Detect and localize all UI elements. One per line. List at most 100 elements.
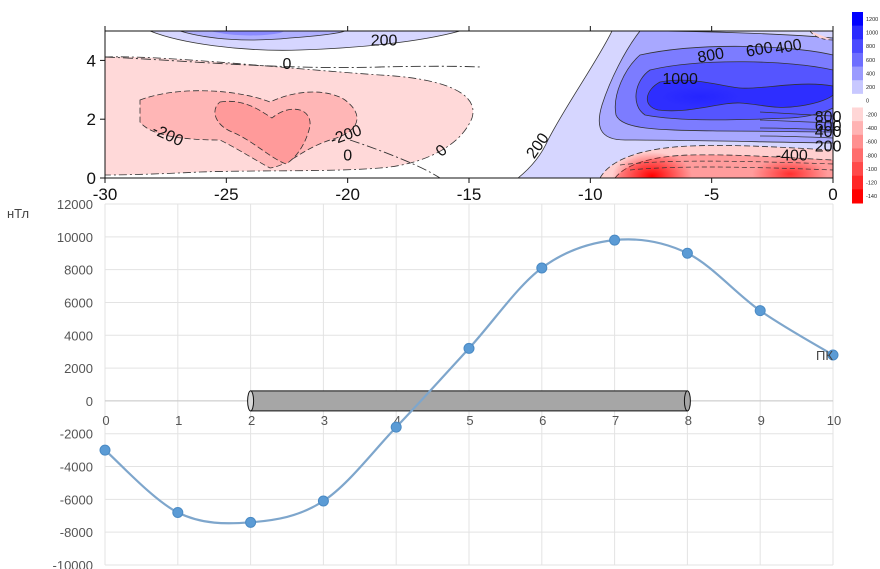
colorbar-swatch	[852, 162, 863, 177]
colorbar-label: 1200	[866, 17, 878, 23]
x-tick-label: -5	[704, 185, 719, 204]
contour-fill-neg-core	[612, 152, 692, 178]
series-markers	[99, 234, 839, 528]
contour-label: 600	[745, 39, 774, 60]
contour-label: 800	[696, 45, 725, 66]
colorbar-label: -800	[866, 153, 877, 159]
data-point	[609, 234, 621, 246]
grid	[104, 203, 834, 566]
data-point	[99, 444, 111, 456]
x-tick-label: 10	[827, 413, 841, 428]
y-tick-label: 6000	[64, 295, 93, 310]
x-tick-label: 0	[828, 185, 837, 204]
y-tick-label: 10000	[57, 230, 93, 245]
colorbar-label: 1000	[866, 30, 878, 36]
colorbar-swatch	[852, 80, 863, 95]
x-tick-label: 2	[248, 413, 255, 428]
x-tick-label: -15	[457, 185, 482, 204]
data-point	[390, 421, 402, 433]
x-tick-label: 4	[394, 413, 401, 428]
contour-label: 400	[774, 36, 803, 57]
x-tick-label: 9	[758, 413, 765, 428]
contour-axes: -30 -25 -20 -15 -10 -5 0 0 2 4	[87, 26, 838, 204]
colorbar-swatch	[852, 134, 863, 149]
contour-fill-pos-600-top	[210, 31, 285, 36]
contour-fill-neg-600	[214, 100, 311, 165]
contour-lines-right	[619, 111, 833, 171]
colorbar-swatch	[852, 39, 863, 54]
x-tick-label: 6	[539, 413, 546, 428]
contour-line-zero-bottom	[349, 139, 441, 178]
contour-label: -400	[776, 147, 808, 164]
colorbar-swatch	[852, 148, 863, 163]
data-point	[463, 342, 475, 354]
x-tick-label: -30	[93, 185, 118, 204]
colorbar-label: -600	[866, 140, 877, 146]
x-tick-label: 8	[685, 413, 692, 428]
y-tick-label: -4000	[60, 460, 93, 475]
colorbar-label: 0	[866, 99, 869, 105]
colorbar-swatch	[852, 93, 863, 108]
data-point	[754, 305, 766, 317]
contour-label: 400	[815, 124, 842, 141]
x-tick-label: -25	[214, 185, 239, 204]
contour-label: 200	[371, 33, 398, 50]
y-tick-label: -6000	[60, 492, 93, 507]
data-point	[536, 262, 548, 274]
data-point	[172, 506, 184, 518]
contour-fill-pos-core	[660, 87, 740, 107]
colorbar-label: 600	[866, 58, 875, 64]
colorbar-label: -140	[866, 194, 877, 200]
x-tick-label: 3	[321, 413, 328, 428]
y-tick-label: 12000	[57, 197, 93, 212]
x-tick-label: -20	[335, 185, 360, 204]
y-tick-label: -2000	[60, 427, 93, 442]
pipe-cylinder	[250, 390, 688, 412]
y-tick-label: 4	[87, 51, 96, 70]
colorbar-label: 200	[866, 85, 875, 91]
x-tick-label: 1	[175, 413, 182, 428]
contour-label: 600	[815, 118, 842, 135]
data-point	[827, 349, 839, 361]
contour-label: 0	[343, 147, 352, 164]
colorbar-swatch	[852, 66, 863, 81]
data-point	[681, 247, 693, 259]
y-tick-label: 4000	[64, 328, 93, 343]
colorbar-swatch	[852, 189, 863, 204]
contour-line-top-right-red	[809, 31, 833, 41]
contour-label: 0	[283, 56, 292, 73]
colorbar-swatch	[852, 175, 863, 190]
colorbar-swatch	[852, 25, 863, 40]
colorbar-label: -200	[866, 112, 877, 118]
y-tick-label: 0	[86, 394, 93, 409]
colorbar-swatch	[852, 121, 863, 136]
x-tick-label: 5	[466, 413, 473, 428]
colorbar-label: -100	[866, 167, 877, 173]
y-tick-label: -8000	[60, 525, 93, 540]
x-tick-label: 0	[102, 413, 109, 428]
colorbar-swatch	[852, 107, 863, 122]
y-tick-label: 2	[87, 110, 96, 129]
line-chart: 12000 10000 8000 6000 4000 2000 0 -2000 -4000 -60…	[7, 197, 841, 569]
contour-line-zero-top	[105, 56, 481, 69]
pipe-end-left	[247, 390, 255, 412]
contour-fill-neg-core-2	[752, 158, 828, 178]
colorbar-label: 800	[866, 44, 875, 50]
x-axis-label: ПК	[816, 348, 833, 363]
colorbar-label: 400	[866, 71, 875, 77]
contour-fills	[105, 31, 833, 178]
line-chart-axes: 12000 10000 8000 6000 4000 2000 0 -2000 -4000 -60…	[53, 197, 842, 569]
y-tick-label: 2000	[64, 361, 93, 376]
y-axis-label: нТл	[7, 206, 29, 221]
pipe-end-right	[683, 390, 691, 412]
colorbar-label: -400	[866, 126, 877, 132]
contour-label: 800	[815, 109, 842, 126]
pipe-body	[247, 390, 691, 412]
y-tick-label: -10000	[53, 558, 93, 569]
colorbar: 1200 1000 800 600 400 200 0 -200 -400 -600 -800 -10…	[852, 12, 878, 204]
colorbar-label: -120	[866, 181, 877, 187]
colorbar-swatch	[852, 52, 863, 68]
